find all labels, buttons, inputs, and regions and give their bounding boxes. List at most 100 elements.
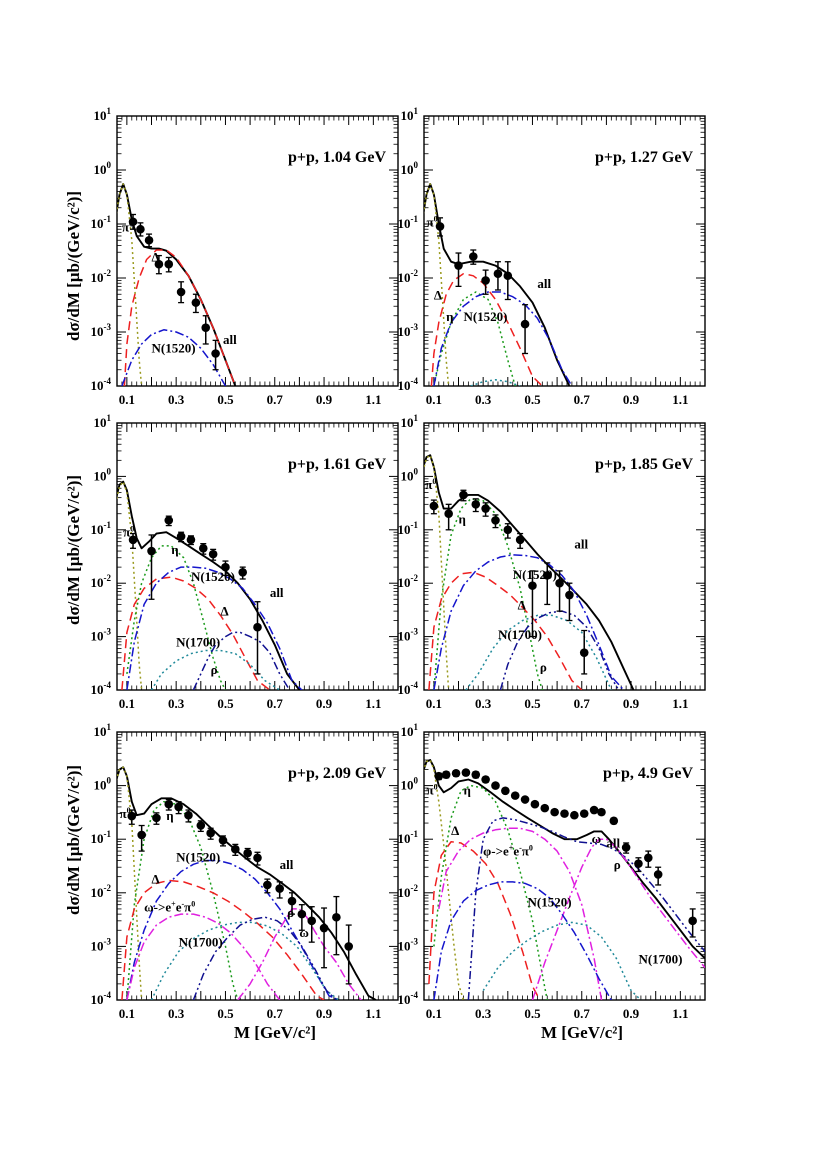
curve-annotation: N(1520) [176, 850, 220, 865]
data-point [589, 805, 599, 815]
data-point [503, 525, 513, 535]
series-pi0 [424, 454, 450, 690]
data-point [176, 287, 186, 297]
series-N1700 [465, 614, 612, 690]
curve-annotation: N(1700) [638, 951, 682, 966]
data-point [429, 501, 439, 511]
curve-annotation: π0 [122, 220, 133, 235]
x-tick-label: 0.5 [524, 1006, 541, 1021]
data-point [434, 771, 444, 781]
curve-annotation: η [166, 808, 173, 823]
y-tick-label: 10-2 [398, 883, 419, 900]
curve-annotation: π0 [425, 477, 436, 492]
data-point [540, 803, 550, 813]
data-point [503, 271, 513, 281]
series-N1520 [433, 881, 613, 1000]
y-tick-label: 10-4 [91, 680, 112, 697]
x-tick-label: 0.5 [524, 696, 541, 711]
series-N1700 [482, 921, 642, 1000]
curves [424, 454, 635, 690]
data-point [128, 535, 138, 545]
data-point [164, 799, 174, 809]
x-tick-label: 0.1 [426, 1006, 442, 1021]
y-tick-label: 10-4 [398, 680, 419, 697]
data-point [201, 323, 211, 333]
series-rho [467, 817, 705, 1000]
data-point [307, 916, 317, 926]
curve-annotation: ω [592, 831, 602, 846]
data-point [565, 590, 574, 600]
series-omega [531, 838, 705, 1000]
y-tick-label: 101 [94, 106, 112, 123]
data-point [491, 781, 500, 790]
x-tick-label: 0.3 [475, 392, 492, 407]
x-tick-label: 0.7 [267, 696, 284, 711]
panel-3: 10-4 10-3 10-2 10-1 100 101 0.1 0.3 0.5 0.7 0.9 1.1… [91, 413, 399, 711]
data-point [253, 622, 262, 632]
curve-annotation: η [446, 309, 453, 324]
series-omega_dalitz [438, 827, 603, 1000]
series-N1520 [121, 329, 227, 386]
curves [117, 480, 303, 690]
x-tick-label: 0.9 [623, 696, 640, 711]
y-tick-label: 10-3 [398, 322, 419, 339]
series-omega_dalitz [126, 913, 281, 1000]
curve-annotation: η [463, 783, 470, 798]
curve-annotation: all [223, 332, 237, 347]
data-point [621, 843, 631, 852]
y-axis-label-row1: dσ/dM [μb/(GeV/c²)] [64, 191, 83, 341]
curves [424, 183, 573, 386]
y-tick-label: 100 [94, 160, 112, 177]
data-point [542, 571, 552, 580]
y-tick-label: 10-2 [398, 268, 419, 285]
x-tick-label: 0.1 [119, 392, 135, 407]
curve-annotation: Δ [152, 871, 160, 886]
panel-1: 10-4 10-3 10-2 10-1 100 101 0.1 0.3 0.5 0.7 0.9 1.1… [91, 106, 399, 407]
x-tick-label: 1.1 [672, 392, 688, 407]
curve-annotation: all [574, 536, 588, 551]
curve-annotation: N(1520) [152, 340, 196, 355]
panel-4: 10-4 10-3 10-2 10-1 100 101 0.1 0.3 0.5 0.7 0.9 1.1… [398, 413, 706, 711]
x-tick-label: 0.9 [316, 1006, 333, 1021]
series-Delta [123, 249, 237, 386]
data-point [459, 490, 468, 500]
data-point [147, 546, 156, 556]
data-point [164, 516, 174, 525]
data-point [468, 252, 478, 261]
data-point [520, 795, 530, 804]
x-tick-label: 0.3 [475, 696, 492, 711]
y-tick-label: 101 [401, 106, 419, 123]
x-tick-label: 0.9 [316, 392, 333, 407]
series-pi0 [424, 183, 450, 386]
x-tick-label: 0.3 [168, 696, 185, 711]
x-tick-label: 0.7 [267, 1006, 284, 1021]
curve-annotation: ρ [287, 905, 294, 920]
x-tick-label: 1.1 [365, 1006, 381, 1021]
x-tick-label: 0.5 [217, 392, 234, 407]
data-point [435, 222, 445, 231]
series-rho [192, 916, 337, 1000]
y-tick-label: 10-2 [91, 268, 112, 285]
y-tick-label: 10-4 [91, 990, 112, 1007]
curve-annotation: ρ [211, 662, 218, 677]
series-N1700 [470, 379, 521, 386]
y-tick-label: 10-4 [91, 376, 112, 393]
curve-annotation: N(1520) [513, 567, 557, 582]
y-tick-label: 10-1 [91, 520, 112, 537]
data-point [579, 648, 589, 657]
y-tick-label: 101 [401, 722, 419, 739]
data-point [176, 532, 186, 541]
data-point [243, 848, 252, 858]
data-point [152, 813, 161, 823]
x-tick-label: 0.7 [574, 1006, 591, 1021]
data-point [644, 853, 653, 863]
data-point [231, 844, 240, 854]
data-point [493, 269, 503, 279]
data-point [127, 811, 137, 821]
x-tick-label: 1.1 [365, 696, 381, 711]
data-point [550, 807, 559, 817]
series-pi0 [117, 480, 143, 690]
curve-annotation: ω [299, 925, 309, 940]
data-point [186, 535, 196, 545]
